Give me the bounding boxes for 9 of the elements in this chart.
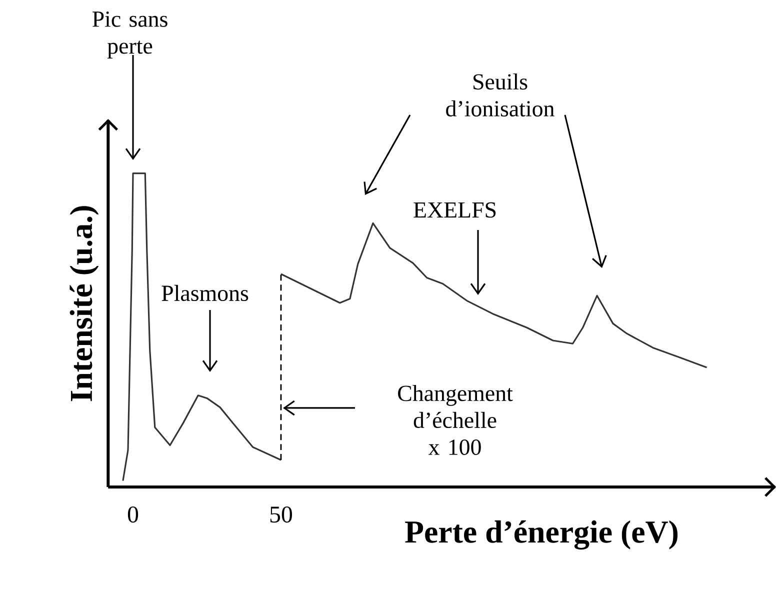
- annotation: EXELFS: [414, 202, 496, 218]
- annotation: Changement d’échelle x 100: [398, 385, 513, 455]
- x-axis-title: Perte d’énergie (eV): [405, 520, 678, 550]
- text: Pic sans perte: [92, 12, 168, 58]
- y-axis-title: Intensité (u.a.): [70, 206, 99, 402]
- text: Seuils d’ionisation: [446, 73, 554, 116]
- annotation: Plasmons: [162, 284, 248, 302]
- x-tick-label: 50: [270, 506, 292, 523]
- x-tick-label: 0: [128, 506, 138, 523]
